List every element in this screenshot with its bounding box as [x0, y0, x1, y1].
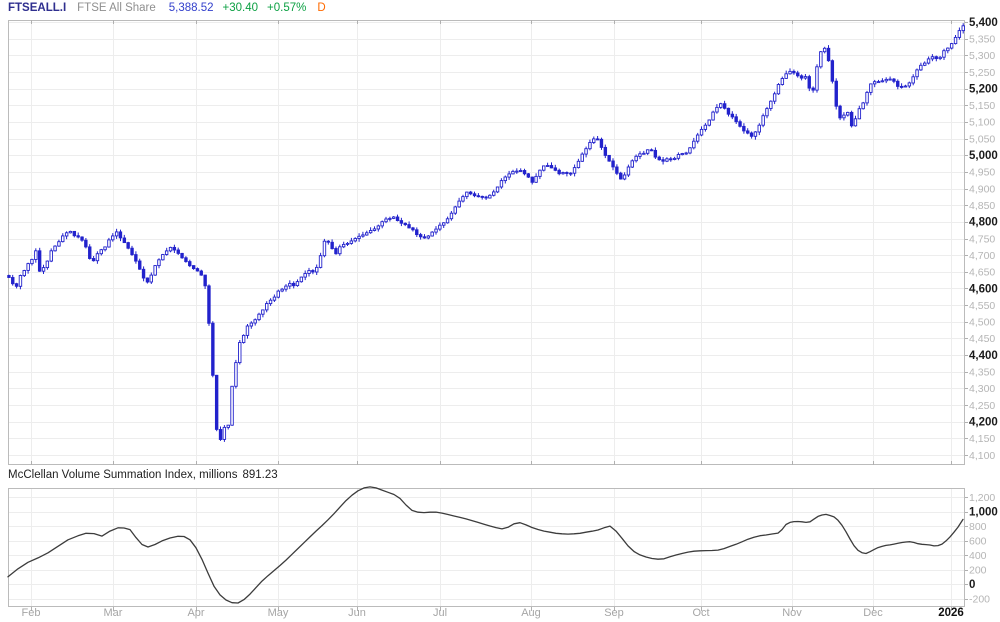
price-change: +30.40 [222, 2, 259, 14]
instrument-name: FTSE All Share [77, 2, 156, 14]
symbol-label: FTSEALL.I [8, 2, 67, 14]
svg-text:Aug: Aug [521, 607, 541, 619]
svg-text:Dec: Dec [863, 607, 883, 619]
svg-text:4,500: 4,500 [969, 317, 995, 329]
svg-text:4,300: 4,300 [969, 383, 995, 395]
svg-text:4,150: 4,150 [969, 433, 995, 445]
svg-text:Nov: Nov [782, 607, 802, 619]
price-axis-labels: 5,400 5,350 5,300 5,250 5,200 5,150 5,100 5,050… [969, 17, 998, 605]
svg-text:5,200: 5,200 [969, 83, 998, 95]
mcclellan-summation-line [7, 486, 964, 604]
svg-text:4,350: 4,350 [969, 367, 995, 379]
svg-text:5,400: 5,400 [969, 17, 998, 29]
indicator-title: McClellan Volume Summation Index, millio… [8, 469, 278, 481]
svg-text:-200: -200 [969, 593, 990, 605]
svg-text:Apr: Apr [187, 607, 204, 619]
svg-text:600: 600 [969, 535, 987, 547]
svg-text:5,100: 5,100 [969, 117, 995, 129]
svg-text:May: May [268, 607, 289, 619]
panel-borders [8, 20, 968, 611]
chart-header: FTSEALL.I FTSE All Share 5,388.52 +30.40 +0.… [8, 1, 326, 17]
svg-text:4,800: 4,800 [969, 217, 998, 229]
last-price: 5,388.52 [168, 2, 214, 14]
svg-text:5,150: 5,150 [969, 100, 995, 112]
svg-text:4,950: 4,950 [969, 167, 995, 179]
svg-text:5,000: 5,000 [969, 150, 998, 162]
candlestick-series [7, 23, 965, 442]
svg-text:2026: 2026 [938, 607, 964, 619]
svg-text:0: 0 [969, 579, 975, 591]
svg-text:4,900: 4,900 [969, 183, 995, 195]
svg-text:1,000: 1,000 [969, 506, 998, 518]
svg-text:400: 400 [969, 550, 987, 562]
svg-text:5,050: 5,050 [969, 133, 995, 145]
svg-text:4,400: 4,400 [969, 350, 998, 362]
svg-text:4,650: 4,650 [969, 267, 995, 279]
svg-text:4,200: 4,200 [969, 417, 998, 429]
period-indicator: D [317, 2, 326, 14]
svg-text:Mar: Mar [104, 607, 123, 619]
price-change-percent: +0.57% [267, 2, 307, 14]
svg-text:5,250: 5,250 [969, 67, 995, 79]
svg-text:4,550: 4,550 [969, 300, 995, 312]
time-axis-labels: Feb Mar Apr May Jun Jul Aug Sep Oct Nov Dec 2026 [22, 607, 964, 619]
svg-text:Feb: Feb [22, 607, 41, 619]
gridlines [8, 20, 965, 607]
indicator-name: McClellan Volume Summation Index, millio… [8, 469, 238, 481]
svg-text:4,700: 4,700 [969, 250, 995, 262]
svg-text:1,200: 1,200 [969, 492, 995, 504]
svg-text:4,450: 4,450 [969, 333, 995, 345]
svg-text:4,600: 4,600 [969, 283, 998, 295]
indicator-last-value: 891.23 [242, 469, 278, 481]
svg-text:800: 800 [969, 521, 987, 533]
svg-text:5,300: 5,300 [969, 50, 995, 62]
svg-text:Jul: Jul [433, 607, 447, 619]
svg-text:Sep: Sep [604, 607, 624, 619]
svg-text:Oct: Oct [692, 607, 709, 619]
svg-text:4,250: 4,250 [969, 400, 995, 412]
svg-text:Jun: Jun [348, 607, 366, 619]
svg-text:4,100: 4,100 [969, 450, 995, 462]
svg-text:200: 200 [969, 564, 987, 576]
svg-text:5,350: 5,350 [969, 34, 995, 46]
svg-text:4,850: 4,850 [969, 200, 995, 212]
svg-text:4,750: 4,750 [969, 233, 995, 245]
